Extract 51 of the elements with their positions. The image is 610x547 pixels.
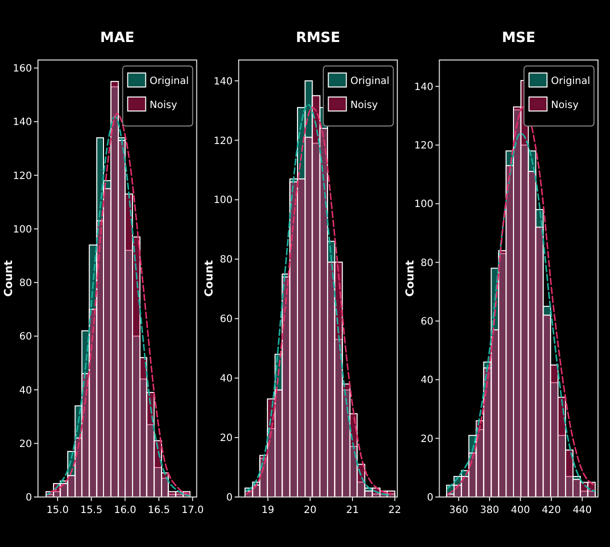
legend-label: Original [350, 76, 390, 87]
y-tick-label: 140 [214, 76, 233, 88]
legend-label: Noisy [350, 100, 378, 111]
x-tick-label: 360 [449, 505, 468, 516]
y-tick-label: 100 [414, 199, 434, 210]
x-tick-label: 17.0 [181, 505, 204, 516]
y-tick-label: 20 [220, 433, 233, 444]
y-tick-label: 80 [220, 254, 233, 266]
x-tick-label: 420 [542, 505, 561, 516]
y-tick-label: 100 [12, 224, 32, 236]
y-tick-label: 80 [19, 278, 32, 290]
y-tick-label: 100 [214, 195, 233, 206]
y-tick-label: 140 [414, 82, 434, 93]
y-tick-label: 60 [19, 332, 32, 343]
y-tick-label: 40 [420, 375, 434, 386]
legend-label: Original [150, 76, 189, 87]
y-axis-title: Count [2, 260, 15, 297]
chart-title: RMSE [296, 30, 340, 46]
x-tick-label: 16.0 [114, 505, 136, 516]
y-tick-label: 0 [26, 492, 32, 504]
y-tick-label: 80 [420, 258, 434, 269]
x-tick-label: 20 [304, 505, 317, 516]
legend-label: Original [551, 76, 590, 87]
y-tick-label: 140 [12, 117, 32, 128]
y-tick-label: 0 [226, 492, 233, 504]
x-tick-label: 440 [572, 505, 592, 516]
x-tick-label: 380 [480, 505, 500, 516]
x-tick-label: 22 [388, 505, 402, 516]
x-tick-label: 15.0 [46, 505, 69, 516]
y-axis-title: Count [202, 260, 216, 297]
legend-label: Noisy [150, 100, 178, 111]
legend-label: Noisy [551, 100, 579, 111]
x-tick-label: 16.5 [148, 505, 170, 516]
y-tick-label: 0 [426, 492, 434, 504]
y-tick-label: 40 [19, 385, 32, 396]
y-tick-label: 60 [420, 316, 434, 328]
y-tick-label: 160 [12, 64, 32, 75]
y-tick-label: 20 [19, 438, 32, 450]
y-axis-title: Count [403, 260, 416, 297]
y-tick-label: 40 [220, 374, 233, 385]
y-tick-label: 120 [12, 170, 32, 182]
y-tick-label: 120 [414, 140, 434, 152]
y-tick-label: 20 [420, 434, 434, 445]
x-tick-label: 19 [261, 505, 274, 516]
x-tick-label: 15.5 [80, 505, 102, 516]
y-tick-label: 60 [220, 314, 233, 326]
chart-title: MAE [100, 30, 135, 46]
x-tick-label: 21 [346, 505, 359, 516]
x-tick-label: 400 [510, 505, 530, 516]
chart-title: MSE [502, 30, 536, 46]
y-tick-label: 120 [214, 136, 233, 147]
